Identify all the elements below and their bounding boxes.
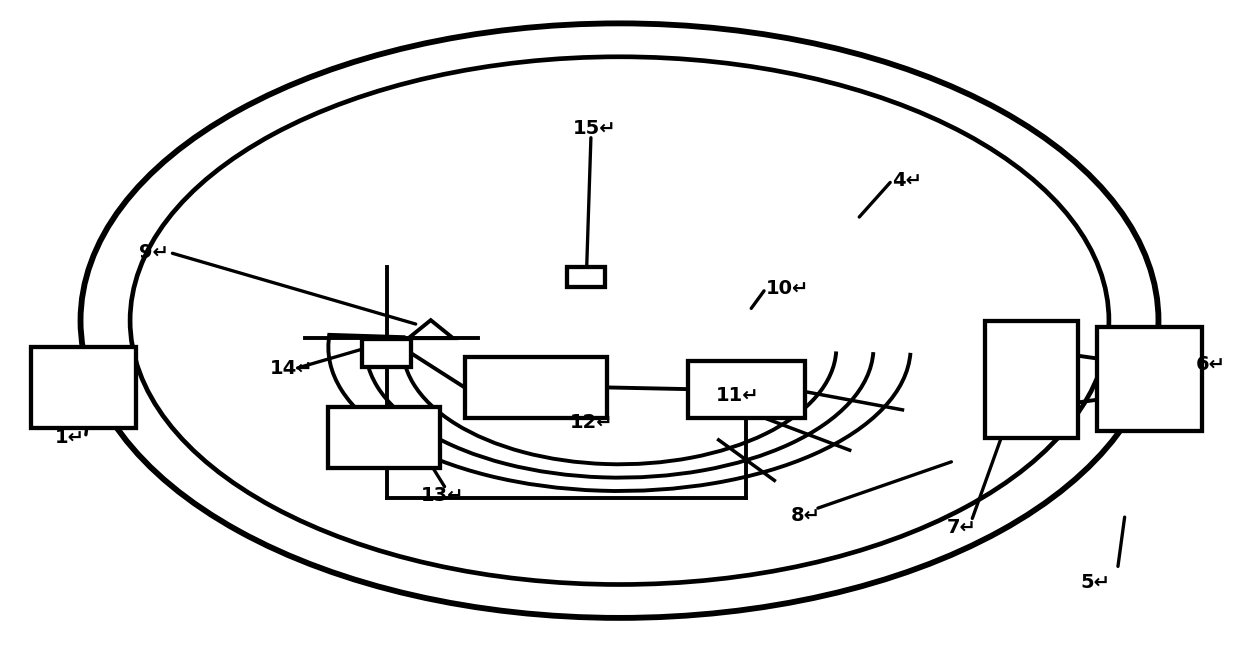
FancyBboxPatch shape bbox=[465, 357, 607, 418]
Text: 8↵: 8↵ bbox=[790, 506, 820, 525]
Text: 5↵: 5↵ bbox=[1080, 573, 1110, 592]
Text: 13↵: 13↵ bbox=[421, 486, 465, 505]
Text: 15↵: 15↵ bbox=[572, 119, 616, 138]
FancyBboxPatch shape bbox=[362, 339, 411, 367]
Text: 12↵: 12↵ bbox=[570, 413, 613, 432]
Text: 14↵: 14↵ bbox=[270, 359, 313, 378]
Text: 11↵: 11↵ bbox=[716, 386, 760, 405]
Text: 6↵: 6↵ bbox=[1196, 355, 1225, 373]
FancyBboxPatch shape bbox=[985, 321, 1078, 438]
Text: 7↵: 7↵ bbox=[947, 518, 976, 537]
Text: 10↵: 10↵ bbox=[766, 279, 809, 298]
Text: 4↵: 4↵ bbox=[892, 171, 922, 190]
FancyBboxPatch shape bbox=[31, 347, 136, 428]
FancyBboxPatch shape bbox=[328, 407, 440, 468]
FancyBboxPatch shape bbox=[567, 267, 605, 287]
FancyBboxPatch shape bbox=[1097, 327, 1202, 431]
FancyBboxPatch shape bbox=[688, 361, 805, 418]
Text: 1↵: 1↵ bbox=[55, 428, 84, 447]
Text: 9↵: 9↵ bbox=[139, 243, 169, 262]
